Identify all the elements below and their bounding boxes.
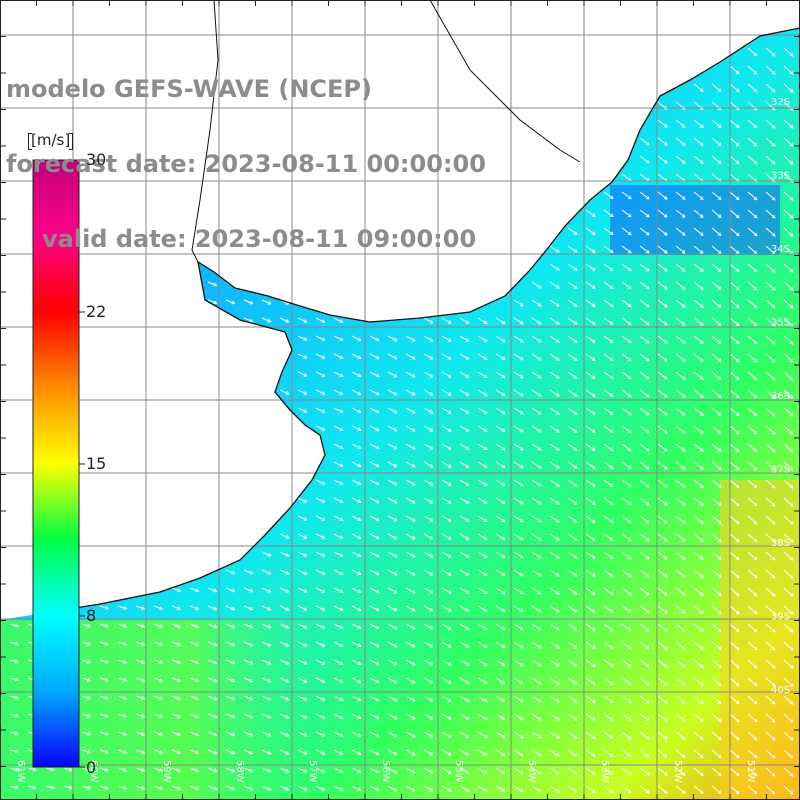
wind-arrows [9,47,794,795]
colorbar-tick-min: 0 [86,758,97,777]
lon-label: 56W [380,760,391,783]
lon-label: 52W [672,760,683,783]
colorbar-tick-max: 30 [86,150,107,169]
lon-label: 61W [15,760,26,783]
lon-label: 51W [745,760,756,783]
lat-label: 37S [771,465,790,476]
colorbar-tick-8: 8 [86,606,97,625]
lon-label: 54W [526,760,537,783]
lat-label: 40S [771,685,790,696]
colorbar-unit: [m/s] [27,131,74,150]
lat-label: 32S [771,97,790,108]
north-low-field [610,185,780,255]
lon-label: 60W [88,760,99,783]
east-high-field [720,480,800,800]
lon-label: 58W [234,760,245,783]
ocean-field [0,28,800,800]
lat-label: 36S [771,391,790,402]
colorbar [32,159,80,768]
lon-label: 55W [453,760,464,783]
map-header: modelo GEFS-WAVE (NCEP) forecast date: 2… [6,27,486,277]
border-line [191,0,219,263]
lon-label: 59W [161,760,172,783]
lat-label: 39S [771,612,790,623]
colorbar-tick-15: 15 [86,454,107,473]
lon-label: 53W [599,760,610,783]
valid-date: valid date: 2023-08-11 09:00:00 [42,225,477,253]
model-title: modelo GEFS-WAVE (NCEP) [6,75,372,103]
lat-label: 33S [771,171,790,182]
lat-label: 35S [771,318,790,329]
lat-label: 34S [771,244,790,255]
lon-label: 57W [307,760,318,783]
coastline [49,27,800,613]
colorbar-tick-22: 22 [86,302,107,321]
lat-label: 38S [771,538,790,549]
forecast-date: forecast date: 2023-08-11 00:00:00 [6,150,486,178]
border-line-north [429,0,581,163]
